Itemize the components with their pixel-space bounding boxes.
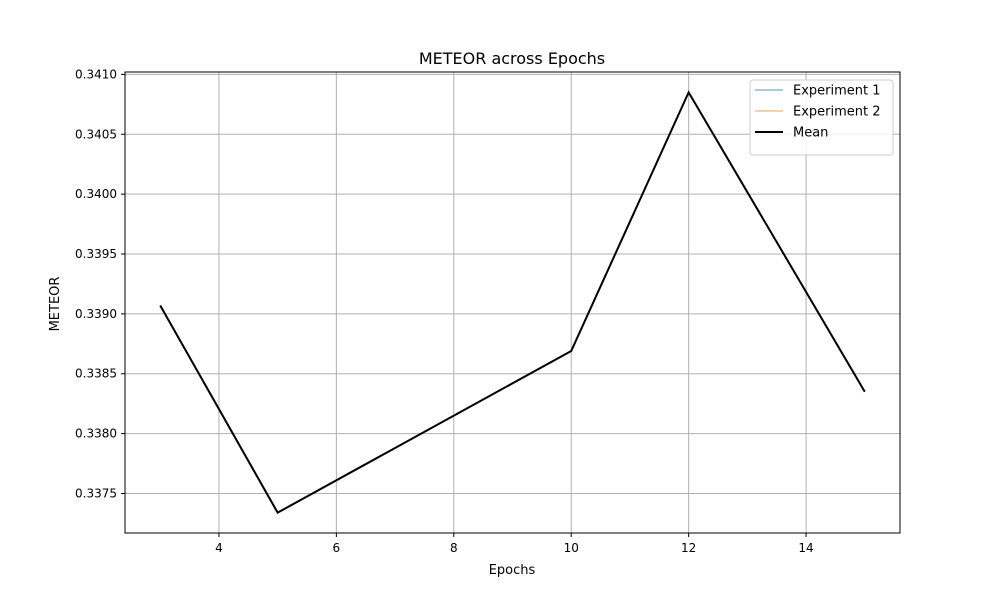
series-line-mean (159, 90, 866, 514)
y-tick-label: 0.3400 (75, 187, 117, 201)
x-tick-label: 14 (798, 541, 813, 555)
y-tick-label: 0.3410 (75, 67, 117, 81)
y-tick-label: 0.3395 (75, 247, 117, 261)
x-tick-label: 10 (564, 541, 579, 555)
legend: Experiment 1 Experiment 2 Mean (749, 79, 894, 156)
axis-ticks: 4 6 8 10 12 14 0.3375 0.3380 0.3385 0.3390 0.3395 0… (75, 67, 814, 555)
series-lines (159, 90, 866, 514)
x-tick-label: 4 (215, 541, 223, 555)
y-tick-label: 0.3385 (75, 367, 117, 381)
legend-label: Experiment 1 (793, 84, 881, 99)
y-tick-label: 0.3390 (75, 307, 117, 321)
legend-label: Experiment 2 (793, 105, 881, 120)
legend-label: Mean (793, 126, 828, 141)
x-tick-label: 12 (681, 541, 696, 555)
x-axis-label: Epochs (489, 563, 536, 578)
plot-frame (124, 71, 901, 534)
x-tick-label: 6 (333, 541, 341, 555)
y-tick-label: 0.3375 (75, 486, 117, 500)
chart-title: METEOR across Epochs (419, 49, 605, 68)
y-tick-label: 0.3380 (75, 427, 117, 441)
legend-box (749, 79, 894, 156)
y-tick-label: 0.3405 (75, 127, 117, 141)
x-tick-label: 8 (450, 541, 458, 555)
y-axis-label: METEOR (48, 277, 63, 332)
